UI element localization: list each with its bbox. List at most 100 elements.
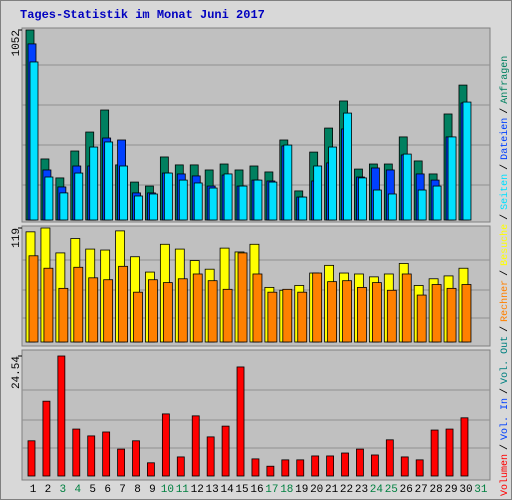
legend-entry: Rechner [499, 280, 511, 322]
y-tick-label: 1052 [11, 30, 23, 56]
bar [281, 459, 290, 477]
legend-separator: / [499, 108, 511, 114]
x-tick-label: 20 [310, 484, 323, 496]
bar [283, 144, 293, 221]
bar [222, 288, 233, 343]
bar [282, 288, 293, 343]
x-tick-label: 11 [176, 484, 190, 496]
bar [311, 455, 320, 477]
bar [372, 189, 382, 221]
bar [371, 282, 382, 343]
bar [252, 273, 263, 343]
x-tick-label: 22 [340, 484, 353, 496]
bar [29, 61, 39, 221]
bar [343, 112, 352, 221]
bar [88, 277, 99, 343]
bar [221, 425, 230, 477]
bar [192, 273, 203, 343]
bar [73, 266, 84, 343]
legend-separator: / [499, 444, 511, 450]
bar [147, 462, 155, 477]
bar [328, 146, 338, 221]
x-tick-label: 3 [60, 484, 67, 496]
bar [462, 101, 472, 221]
bar [118, 265, 128, 343]
x-tick-label: 18 [280, 484, 293, 496]
legend-entry: Anfragen [499, 56, 511, 104]
bar [28, 255, 39, 343]
x-tick-label: 31 [474, 484, 488, 496]
legend-separator: / [499, 214, 511, 220]
bar [117, 448, 125, 477]
bar [431, 284, 442, 343]
bar [445, 428, 454, 477]
bar [415, 459, 424, 477]
x-tick-label: 29 [444, 484, 457, 496]
x-tick-label: 15 [235, 484, 248, 496]
bar [447, 136, 457, 221]
bar [74, 172, 84, 221]
x-tick-label: 17 [265, 484, 278, 496]
bar [163, 172, 173, 221]
bar [149, 193, 158, 221]
legend-entry: Vol. Out [499, 336, 511, 384]
bar [313, 165, 323, 221]
bar [178, 179, 188, 221]
bar [430, 429, 439, 477]
y-tick-label: 119 [11, 228, 23, 248]
legend-entry: Volumen [499, 454, 511, 496]
bar [42, 400, 51, 477]
bar [193, 182, 203, 221]
bar [134, 195, 143, 221]
bar [298, 196, 308, 221]
y-tick-label: 24.54 [11, 356, 23, 389]
bar [59, 192, 69, 221]
bar [208, 187, 218, 221]
bar [44, 176, 54, 221]
bar [43, 267, 54, 343]
bar [267, 291, 278, 343]
bar [27, 440, 36, 477]
bar [268, 181, 278, 221]
bar [460, 417, 469, 477]
bar [327, 281, 338, 343]
bar [386, 289, 397, 343]
legend-separator: / [499, 270, 511, 276]
bar [57, 355, 66, 477]
bar [104, 141, 114, 221]
x-tick-label: 2 [45, 484, 52, 496]
x-tick-label: 14 [220, 484, 234, 496]
legend-entry: Vol. In [499, 398, 511, 440]
legend-separator: / [499, 326, 511, 332]
bar [207, 280, 218, 343]
bar [446, 287, 457, 343]
x-tick-label: 7 [119, 484, 126, 496]
bar [357, 286, 367, 343]
bar [119, 165, 128, 221]
bar [358, 177, 367, 221]
bar [253, 179, 263, 221]
bar [87, 435, 96, 477]
bar [133, 291, 143, 343]
bar [297, 291, 308, 343]
bar [58, 287, 69, 343]
bar [266, 465, 275, 477]
bar [402, 153, 412, 221]
x-tick-label: 4 [74, 484, 81, 496]
panel [21, 349, 491, 481]
x-tick-label: 1 [30, 484, 37, 496]
legend-separator: / [499, 388, 511, 394]
legend-entry: Seiten [499, 174, 511, 210]
bar [342, 280, 352, 343]
x-tick-label: 26 [400, 484, 413, 496]
bar [132, 440, 140, 477]
bar [162, 282, 173, 343]
x-tick-label: 16 [250, 484, 263, 496]
bar [387, 193, 397, 221]
bar [237, 252, 248, 343]
bar [296, 459, 305, 477]
bar [102, 431, 111, 477]
bar [416, 294, 427, 343]
bar [148, 279, 158, 343]
